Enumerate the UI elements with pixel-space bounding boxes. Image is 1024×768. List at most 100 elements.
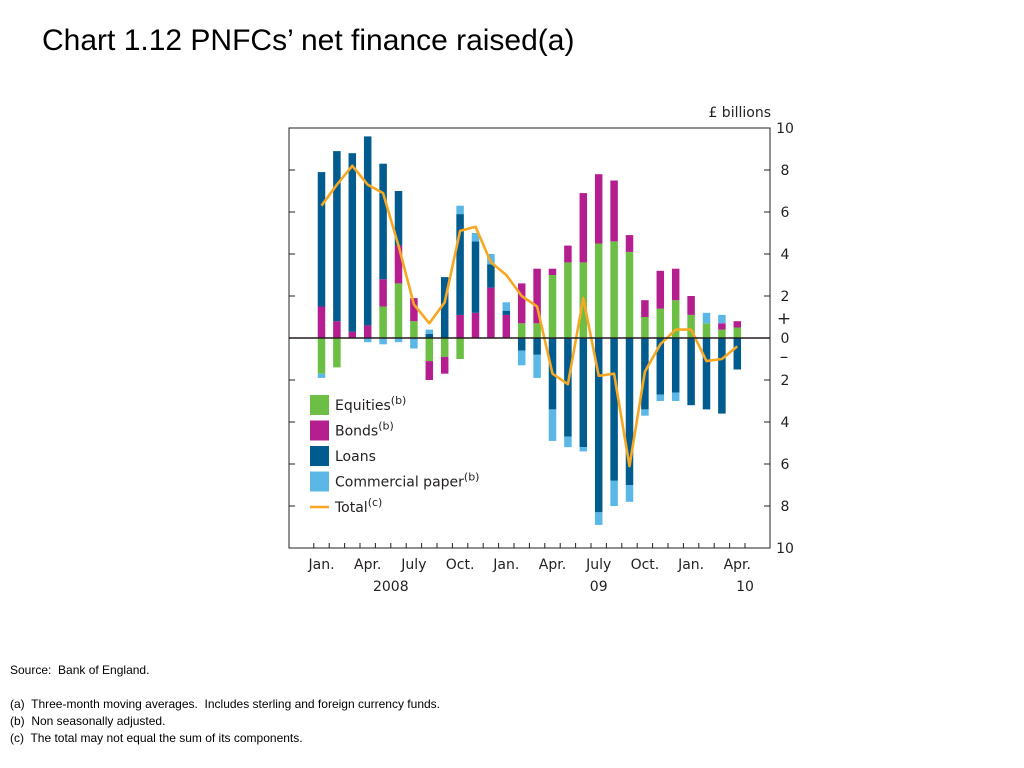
legend: Equities(b) Bonds(b) Loans Commercial paper… — [310, 394, 479, 516]
y-tick-label: 8 — [781, 499, 790, 515]
bar-commercial-paper — [533, 354, 541, 378]
bar-bonds — [440, 356, 449, 374]
bar-loans — [425, 333, 434, 338]
legend-footnote-mark: (b) — [464, 471, 480, 484]
x-tick-label: Apr. — [539, 557, 566, 573]
bar-loans — [456, 214, 464, 315]
unit-label: £ billions — [708, 105, 771, 121]
bar-commercial-paper — [379, 338, 387, 345]
footnotes: Source: Bank of England. (a) Three-month… — [10, 662, 440, 747]
x-tick-label: Apr. — [354, 557, 381, 573]
bar-loans — [379, 163, 387, 280]
y-tick-label: 10 — [776, 541, 794, 557]
y-tick-label: 4 — [781, 415, 790, 431]
bar-bonds — [410, 298, 418, 322]
bar-loans — [487, 264, 495, 288]
bar-bonds — [502, 314, 511, 338]
y-tick-label: 6 — [781, 457, 790, 473]
bar-loans — [702, 338, 711, 410]
bar-loans — [687, 338, 695, 406]
legend-footnote-mark: (b) — [378, 420, 394, 433]
bar-loans — [348, 153, 357, 332]
bar-loans — [333, 151, 341, 322]
bar-commercial-paper — [594, 512, 603, 525]
bar-bonds — [718, 323, 726, 330]
bar-equities — [379, 306, 387, 338]
bar-bonds — [671, 268, 680, 301]
bar-commercial-paper — [564, 436, 572, 448]
legend-label: Commercial paper(b) — [335, 471, 479, 491]
bar-bonds — [348, 331, 357, 338]
bar-equities — [440, 338, 449, 357]
bar-loans — [733, 338, 742, 370]
legend-swatch-loans — [310, 446, 329, 466]
total-line — [320, 164, 739, 468]
bar-equities — [425, 338, 434, 362]
bar-loans — [440, 277, 449, 338]
y-tick-label: 10 — [776, 121, 794, 137]
legend-label: Equities(b) — [335, 394, 406, 414]
legend-swatch-bonds — [310, 420, 329, 441]
bar-loans — [656, 338, 665, 395]
bar-bonds — [379, 279, 387, 307]
bar-bonds — [471, 312, 480, 338]
bar-loans — [671, 338, 680, 393]
x-tick-label: Oct. — [446, 557, 475, 573]
bar-commercial-paper — [610, 480, 618, 506]
bar-loans — [625, 338, 634, 485]
y-axis: 10 8 6 4 2 0 2 4 6 8 10 — [289, 121, 794, 557]
y-tick-label: 2 — [781, 373, 790, 389]
x-tick-label: Apr. — [724, 557, 751, 573]
bar-bonds — [579, 193, 588, 263]
bar-equities — [564, 262, 572, 338]
chart: 10 8 6 4 2 0 2 4 6 8 10 Jan. Apr. July Oct. Jan. Apr. Ju… — [288, 105, 794, 595]
y-tick-label: 4 — [781, 247, 790, 263]
bar-bonds — [333, 321, 341, 338]
bar-loans — [471, 241, 480, 313]
bar-commercial-paper — [625, 485, 634, 502]
y-tick-label: 2 — [781, 289, 790, 305]
page-title: Chart 1.12 PNFCs’ net finance raised(a) — [42, 24, 575, 57]
bar-equities — [641, 317, 649, 338]
bar-loans — [317, 172, 326, 307]
legend-footnote-mark: (c) — [368, 496, 383, 509]
bar-commercial-paper — [671, 392, 680, 401]
bar-equities — [671, 300, 680, 338]
y-tick-label: 6 — [781, 205, 790, 221]
x-year-label: 10 — [736, 579, 754, 595]
bar-equities — [625, 251, 634, 338]
bar-equities — [702, 323, 711, 338]
bar-bonds — [456, 314, 464, 338]
x-axis: Jan. Apr. July Oct. Jan. Apr. July Oct. Jan. Apr.… — [307, 543, 754, 595]
bar-commercial-paper — [317, 373, 326, 378]
bar-commercial-paper — [425, 329, 434, 334]
bar-commercial-paper — [718, 314, 726, 324]
bar-bonds — [425, 361, 434, 380]
source-note: Source: Bank of England. — [10, 663, 150, 677]
bar-bonds — [533, 268, 541, 324]
sign-minus: – — [780, 347, 789, 367]
x-tick-label: Jan. — [677, 557, 704, 573]
legend-label: Bonds(b) — [335, 420, 394, 440]
bar-equities — [548, 275, 557, 338]
bar-loans — [579, 338, 588, 448]
bar-commercial-paper — [456, 205, 464, 215]
bar-bonds — [733, 321, 742, 328]
legend-footnote-mark: (b) — [391, 394, 407, 407]
bar-loans — [718, 338, 726, 414]
bar-equities — [533, 323, 541, 338]
total-line-layer — [320, 164, 739, 468]
bar-equities — [333, 338, 341, 368]
bar-loans — [363, 136, 372, 326]
bar-loans — [610, 338, 618, 481]
bar-loans — [564, 338, 572, 437]
bar-commercial-paper — [471, 233, 480, 242]
bar-commercial-paper — [517, 350, 526, 366]
bar-commercial-paper — [363, 338, 372, 343]
legend-label: Loans — [335, 449, 376, 465]
bar-commercial-paper — [656, 394, 665, 401]
bar-equities — [656, 308, 665, 338]
footnote-c: (c) The total may not equal the sum of i… — [10, 731, 303, 745]
legend-label: Total(c) — [334, 496, 382, 516]
bar-commercial-paper — [702, 312, 711, 324]
